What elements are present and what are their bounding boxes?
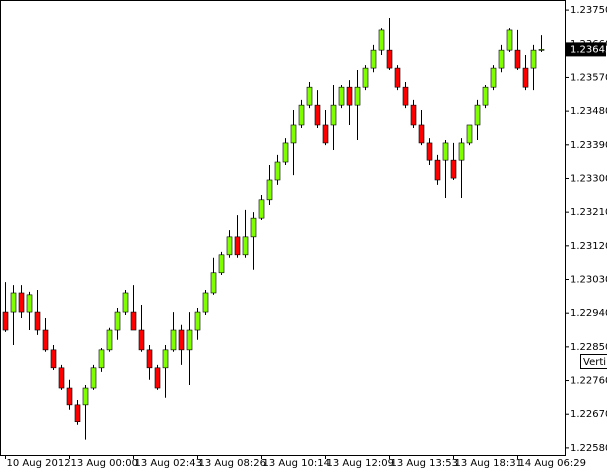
y-tick-label: 1.23480 xyxy=(570,106,607,117)
y-tick-label: 1.22580 xyxy=(570,443,607,454)
candle-body xyxy=(90,367,97,389)
y-tick-label: 1.23390 xyxy=(570,140,607,151)
candle-body xyxy=(370,49,377,69)
y-tick-label: 1.23570 xyxy=(570,72,607,83)
candle-body xyxy=(338,86,345,106)
candle-body xyxy=(442,142,449,161)
candle-body xyxy=(98,349,105,369)
candle-body xyxy=(522,67,529,88)
x-tick-label: 13 Aug 13:53 xyxy=(391,458,458,469)
candle-body xyxy=(274,161,281,181)
candle-body xyxy=(402,86,409,106)
candle-body xyxy=(146,349,153,369)
candle-body xyxy=(322,124,329,144)
candle-body xyxy=(66,387,73,406)
x-tick-label: 13 Aug 12:09 xyxy=(327,458,394,469)
candle-body xyxy=(26,294,33,313)
candle-body xyxy=(178,329,185,351)
candle-body xyxy=(202,292,209,313)
candle-body xyxy=(490,67,497,88)
x-tick-label: 13 Aug 10:14 xyxy=(263,458,330,469)
candle-body xyxy=(210,272,217,294)
candle-body xyxy=(498,49,505,69)
candle-body xyxy=(154,367,161,389)
candle-body xyxy=(138,329,145,351)
candle-body xyxy=(282,142,289,163)
candle-body xyxy=(330,104,337,126)
candle-body xyxy=(50,349,57,369)
candle-body xyxy=(130,311,137,331)
y-tick-label: 1.23300 xyxy=(570,173,607,184)
candle-body xyxy=(106,329,113,351)
candle-body xyxy=(18,292,25,313)
candle-body xyxy=(82,387,89,406)
last-price-box xyxy=(566,42,606,57)
candle-body xyxy=(114,311,121,331)
candle-body xyxy=(386,49,393,69)
candle-body xyxy=(2,311,9,331)
candle-body xyxy=(506,29,513,51)
candle-body xyxy=(530,49,537,69)
x-tick-label: 13 Aug 18:31 xyxy=(455,458,522,469)
candle-body xyxy=(394,67,401,88)
candle-body xyxy=(194,311,201,331)
candle-body xyxy=(474,104,481,126)
y-tick-label: 1.22670 xyxy=(570,409,607,420)
object-label: Verti xyxy=(583,357,606,368)
object-label-box xyxy=(580,354,607,369)
candle-body xyxy=(10,292,17,313)
y-tick-label: 1.23120 xyxy=(570,241,607,252)
candle-body xyxy=(362,67,369,88)
candle-body xyxy=(74,404,81,422)
y-tick-label: 1.22850 xyxy=(570,342,607,353)
candle-body xyxy=(354,86,361,106)
candle-body xyxy=(410,104,417,126)
candle-body xyxy=(378,29,385,51)
candle-body xyxy=(538,49,545,51)
x-tick-label: 13 Aug 00:00 xyxy=(71,458,138,469)
candle-body xyxy=(418,124,425,144)
candle-body xyxy=(34,311,41,331)
candle-body xyxy=(314,104,321,126)
x-tick-label: 13 Aug 08:26 xyxy=(199,458,266,469)
x-tick-label: 14 Aug 06:29 xyxy=(519,458,586,469)
candle-body xyxy=(298,104,305,126)
candle-body xyxy=(242,236,249,256)
candle-body xyxy=(482,86,489,106)
candle-body xyxy=(266,179,273,201)
y-tick-label: 1.22940 xyxy=(570,308,607,319)
candle-body xyxy=(290,124,297,144)
candle-body xyxy=(258,199,265,219)
candle-body xyxy=(466,124,473,144)
candle-body xyxy=(218,254,225,274)
candle-body xyxy=(458,142,465,161)
candle-body xyxy=(162,349,169,369)
candle-body xyxy=(122,292,129,313)
candle-body xyxy=(186,329,193,351)
x-tick-label: 10 Aug 2012 xyxy=(7,458,71,469)
last-price-label: 1.23645 xyxy=(570,44,607,55)
candle-body xyxy=(42,329,49,351)
x-tick-label: 13 Aug 02:43 xyxy=(135,458,202,469)
candle-body xyxy=(434,159,441,181)
y-tick-label: 1.22760 xyxy=(570,376,607,387)
candle-body xyxy=(306,86,313,106)
candle-body xyxy=(234,236,241,256)
candle-body xyxy=(514,49,521,69)
y-tick-label: 1.23210 xyxy=(570,207,607,218)
candle-body xyxy=(426,142,433,161)
candle-body xyxy=(170,329,177,351)
candle-body xyxy=(346,86,353,106)
y-tick-label: 1.23030 xyxy=(570,275,607,286)
candle-body xyxy=(250,217,257,238)
candle-body xyxy=(450,159,457,179)
y-tick-label: 1.23750 xyxy=(570,5,607,16)
candle-body xyxy=(226,236,233,256)
candle-body xyxy=(58,367,65,389)
